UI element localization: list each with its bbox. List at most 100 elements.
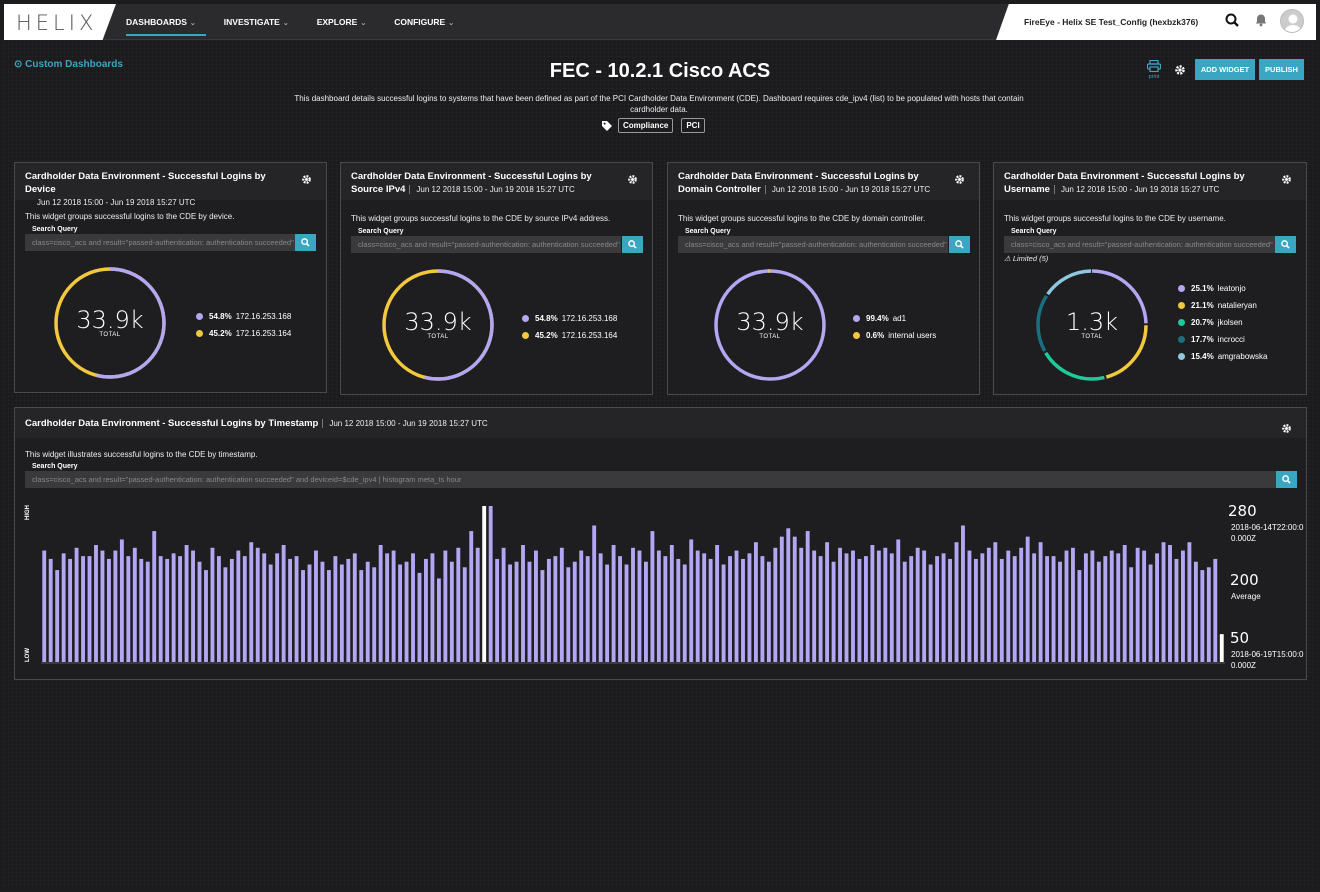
histogram-bar[interactable] — [495, 558, 500, 662]
histogram-bar[interactable] — [48, 558, 53, 662]
histogram-bar[interactable] — [242, 556, 247, 662]
histogram-bar[interactable] — [1058, 561, 1062, 662]
histogram-bar[interactable] — [94, 545, 98, 662]
histogram-bar[interactable] — [637, 550, 642, 662]
legend-item[interactable]: 0.6% internal users — [853, 327, 936, 344]
histogram-bar[interactable] — [961, 525, 965, 663]
donut-segment[interactable] — [1036, 269, 1148, 381]
histogram-bar[interactable] — [993, 542, 998, 662]
histogram-bar[interactable] — [579, 550, 584, 662]
histogram-bar[interactable] — [294, 556, 299, 662]
histogram-bar[interactable] — [909, 556, 914, 662]
histogram-bar[interactable] — [81, 556, 85, 662]
legend-item[interactable]: 54.8% 172.16.253.168 — [196, 308, 291, 325]
histogram-bar[interactable] — [534, 550, 538, 662]
histogram-bar[interactable] — [236, 550, 241, 662]
donut-segment[interactable] — [1036, 269, 1148, 381]
add-widget-button[interactable]: ADD WIDGET — [1195, 59, 1255, 80]
histogram-bar[interactable] — [734, 550, 739, 662]
histogram-bar[interactable] — [508, 564, 513, 663]
histogram-bar[interactable] — [715, 545, 720, 662]
histogram-bar[interactable] — [449, 561, 454, 662]
histogram-bar[interactable] — [1181, 550, 1185, 662]
histogram-bar[interactable] — [1071, 547, 1075, 662]
histogram-bar[interactable] — [553, 556, 558, 662]
histogram-bar[interactable] — [799, 547, 804, 662]
histogram-bar[interactable] — [268, 564, 273, 663]
histogram-bar[interactable] — [249, 542, 254, 662]
histogram-bar[interactable] — [229, 558, 234, 662]
search-button[interactable] — [949, 236, 970, 253]
histogram-bar[interactable] — [941, 553, 946, 662]
histogram-bar[interactable] — [650, 531, 655, 662]
histogram-bar[interactable] — [391, 550, 396, 662]
donut-segment[interactable] — [1036, 269, 1148, 381]
legend-item[interactable]: 45.2% 172.16.253.164 — [522, 327, 617, 344]
histogram-bar[interactable] — [999, 558, 1004, 662]
histogram-bar[interactable] — [255, 547, 260, 662]
histogram-bar[interactable] — [915, 547, 920, 662]
histogram-bar[interactable] — [301, 570, 305, 662]
histogram-bar[interactable] — [204, 570, 208, 662]
histogram-bar[interactable] — [721, 564, 726, 663]
histogram-bar[interactable] — [702, 553, 707, 662]
histogram-bar[interactable] — [598, 553, 603, 662]
nav-investigate[interactable]: INVESTIGATE ⌄ — [224, 4, 303, 40]
histogram-bar[interactable] — [566, 567, 571, 662]
histogram-bar[interactable] — [546, 558, 551, 662]
histogram-bar[interactable] — [430, 553, 435, 662]
histogram-bar[interactable] — [669, 545, 674, 662]
histogram-bar[interactable] — [753, 542, 758, 662]
histogram-bar[interactable] — [158, 556, 163, 662]
histogram-bar[interactable] — [411, 553, 415, 662]
histogram-bar[interactable] — [572, 561, 577, 662]
histogram-bar[interactable] — [1155, 553, 1159, 662]
histogram-bar[interactable] — [365, 561, 370, 662]
search-icon[interactable] — [1225, 13, 1239, 27]
histogram-bar[interactable] — [1206, 567, 1211, 662]
histogram-bar[interactable] — [1045, 556, 1050, 662]
histogram-bar[interactable] — [119, 539, 124, 662]
histogram-bar[interactable] — [424, 558, 428, 662]
histogram-bar[interactable] — [74, 547, 79, 662]
histogram-bar[interactable] — [676, 558, 681, 662]
search-query-input[interactable]: class=cisco_acs and result="passed-authe… — [25, 471, 1276, 488]
histogram-bar[interactable] — [501, 547, 506, 662]
histogram-bar[interactable] — [1012, 556, 1017, 662]
search-query-input[interactable]: class=cisco_acs and result="passed-authe… — [25, 234, 295, 251]
histogram-bar[interactable] — [728, 556, 732, 662]
histogram-bar[interactable] — [773, 547, 778, 662]
bell-icon[interactable] — [1254, 13, 1268, 27]
histogram-bar[interactable] — [967, 550, 972, 662]
histogram-bar[interactable] — [275, 553, 280, 662]
publish-button[interactable]: PUBLISH — [1259, 59, 1304, 80]
histogram-bar[interactable] — [663, 556, 668, 662]
histogram-bar[interactable] — [171, 553, 176, 662]
histogram-bar[interactable] — [1168, 545, 1172, 662]
histogram-bar[interactable] — [656, 550, 661, 662]
histogram-bar[interactable] — [326, 570, 331, 662]
histogram-bar[interactable] — [902, 561, 907, 662]
histogram-bar[interactable] — [1219, 634, 1224, 662]
histogram-bar[interactable] — [863, 556, 868, 662]
histogram-bar[interactable] — [320, 561, 325, 662]
histogram-bar[interactable] — [372, 567, 377, 662]
histogram-bar[interactable] — [760, 556, 765, 662]
user-avatar-icon[interactable] — [1280, 9, 1304, 33]
donut-segment[interactable] — [54, 267, 166, 379]
tag-compliance[interactable]: Compliance — [618, 118, 674, 133]
histogram-bar[interactable] — [1161, 542, 1166, 662]
histogram-bar[interactable] — [682, 564, 687, 663]
histogram-bar[interactable] — [281, 545, 286, 662]
gear-icon[interactable] — [301, 174, 312, 185]
histogram-bar[interactable] — [631, 547, 635, 662]
histogram-bar[interactable] — [456, 547, 461, 662]
histogram-bar[interactable] — [61, 553, 66, 662]
histogram-bar[interactable] — [818, 556, 823, 662]
histogram-bar[interactable] — [766, 561, 771, 662]
histogram-bar[interactable] — [1122, 545, 1127, 662]
histogram-bar[interactable] — [922, 550, 927, 662]
search-query-input[interactable]: class=cisco_acs and result="passed-authe… — [1004, 236, 1275, 253]
histogram-bar[interactable] — [559, 547, 564, 662]
histogram-bar[interactable] — [339, 564, 344, 663]
